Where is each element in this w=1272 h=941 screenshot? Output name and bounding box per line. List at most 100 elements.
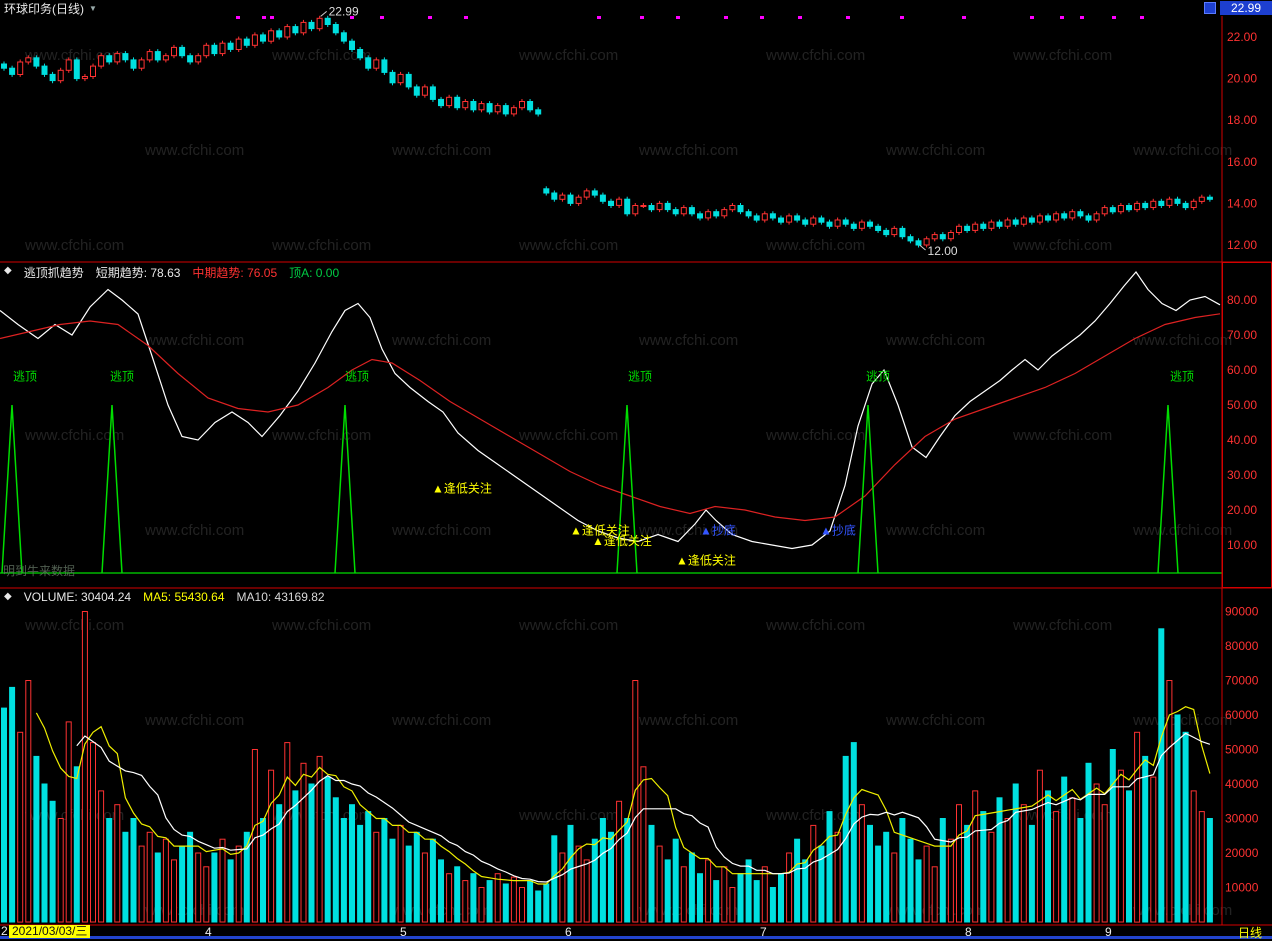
candle-body: [429, 86, 436, 100]
short-trend-value: 短期趋势: 78.63: [95, 266, 181, 280]
indicator-marker-icon[interactable]: ◆: [4, 265, 12, 276]
indicator-corner-note: 明到牛来数据: [3, 564, 76, 578]
volume-bar: [1069, 797, 1076, 923]
candle-body: [624, 198, 631, 215]
volume-axis-label: 50000: [1225, 743, 1259, 757]
candle-body: [632, 205, 639, 215]
volume-bar: [1198, 811, 1205, 923]
candle-body: [1101, 207, 1108, 215]
candle-body: [349, 40, 355, 51]
candle-body: [527, 101, 534, 111]
candle-body: [721, 209, 728, 217]
stock-title: 环球印务(日线): [4, 1, 84, 16]
magenta-mark: [236, 16, 240, 19]
candle-body: [996, 221, 1003, 227]
candle-body: [850, 223, 857, 229]
titlebar-right: 22.99: [1204, 1, 1272, 15]
candle-body: [753, 215, 760, 221]
volume-bar: [17, 731, 24, 923]
candle-body: [146, 51, 153, 61]
titlebar-grid-icon[interactable]: [1204, 2, 1216, 14]
volume-bar: [559, 852, 566, 923]
volume-bar: [397, 824, 404, 923]
candle-body: [697, 213, 703, 219]
volume-bar: [1166, 680, 1173, 923]
volume-bar: [227, 859, 234, 923]
magenta-mark: [640, 16, 644, 19]
volume-bar: [834, 831, 841, 923]
volume-bar: [616, 800, 623, 923]
watermark-text: www.cfchi.com: [765, 427, 865, 444]
volume-axis-label: 70000: [1225, 674, 1259, 688]
watermark-text: www.cfchi.com: [518, 617, 618, 634]
period-label[interactable]: 日线: [1237, 926, 1262, 940]
watermark-text: www.cfchi.com: [518, 237, 618, 254]
watermark-layer: www.cfchi.com www.cfchi.com www.cfchi.com w…: [24, 47, 1232, 919]
candle-body: [251, 34, 258, 46]
volume-bar: [405, 845, 412, 923]
volume-bar: [90, 742, 96, 923]
volume-bar: [737, 873, 744, 923]
candle-body: [373, 59, 380, 69]
candle-body: [947, 232, 954, 240]
candle-body: [794, 215, 801, 221]
magenta-mark: [380, 16, 384, 19]
spike: [1, 404, 23, 574]
candle-body: [268, 30, 275, 42]
volume-bar: [381, 818, 388, 923]
volume-bar: [1190, 790, 1197, 923]
candle-body: [786, 215, 793, 223]
candle-body: [227, 42, 234, 50]
volume-bar: [1045, 790, 1051, 923]
candle-body: [1036, 215, 1043, 223]
volume-bar: [826, 811, 833, 923]
low-marker-line: [919, 244, 926, 251]
volume-bar: [980, 811, 987, 923]
watermark-text: www.cfchi.com: [765, 47, 865, 64]
volume-bar: [389, 838, 396, 923]
candle-body: [1117, 205, 1124, 213]
volume-bar: [664, 859, 671, 923]
candle-body: [559, 194, 566, 200]
watermark-text: www.cfchi.com: [144, 902, 244, 919]
x-axis-label: 5: [400, 925, 407, 939]
top-a-value: 顶A: 0.00: [289, 266, 340, 280]
volume-marker-icon[interactable]: ◆: [4, 591, 12, 602]
volume-bar: [332, 797, 339, 923]
watermark-text: www.cfchi.com: [144, 522, 244, 539]
candle-body: [510, 107, 517, 115]
candle-body: [575, 196, 582, 204]
volume-bar: [1036, 769, 1043, 923]
volume-bar: [1109, 749, 1116, 923]
candle-body: [1174, 198, 1181, 204]
signal-label: ▲抄底: [700, 523, 736, 538]
candle-body: [324, 17, 331, 25]
volume-bar: [850, 742, 857, 923]
volume-bar: [1126, 790, 1132, 923]
volume-bar: [65, 721, 72, 923]
volume-bar: [510, 876, 517, 923]
magenta-mark: [900, 16, 904, 19]
candle-body: [162, 55, 169, 61]
price-axis-label: 18.00: [1227, 113, 1257, 127]
high-marker-line: [320, 11, 327, 17]
watermark-text: www.cfchi.com: [1132, 522, 1232, 539]
watermark-text: www.cfchi.com: [638, 142, 738, 159]
volume-bar: [947, 838, 954, 923]
candle-body: [1069, 211, 1076, 219]
candle-body: [891, 227, 898, 236]
trend-line: [0, 271, 1221, 550]
candle-body: [389, 71, 396, 84]
candle-body: [316, 17, 323, 30]
signal-label: 逃顶: [13, 370, 37, 384]
indicator-axis-label: 70.00: [1227, 328, 1257, 342]
watermark-text: www.cfchi.com: [885, 142, 985, 159]
volume-bar: [187, 831, 194, 923]
volume-bar: [858, 804, 865, 923]
candle-body: [737, 205, 744, 213]
candle-body: [138, 59, 145, 69]
volume-bar: [608, 831, 614, 923]
indicator-axis-label: 60.00: [1227, 363, 1257, 377]
volume-bar: [179, 845, 186, 923]
indicator-axis-label: 40.00: [1227, 433, 1257, 447]
